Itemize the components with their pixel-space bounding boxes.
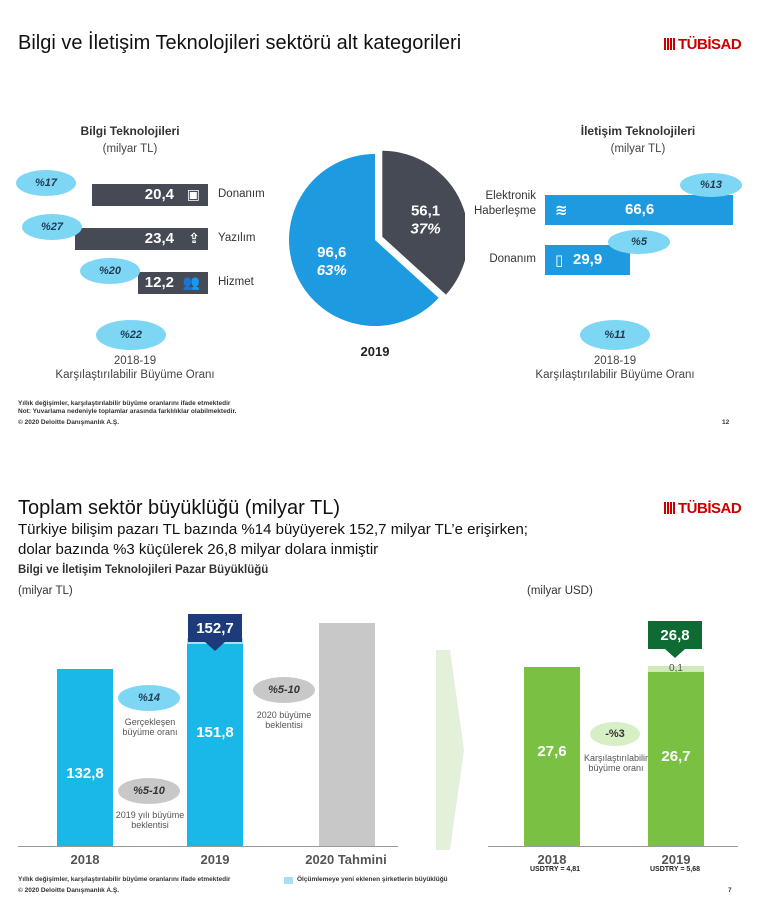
bt-bar-value: 20,4 [144,186,174,203]
usd-category-label: 2018 [537,852,567,867]
phone-icon: ▯ [555,252,564,269]
bt-category-label: Yazılım [218,232,256,244]
bt-growth-oval: %17 [16,170,76,196]
chart-title: Bilgi ve İletişim Teknolojileri Pazar Bü… [18,564,269,576]
tl-callout-arrow [205,642,225,651]
tubisad-logo: TÜBİSAD [664,36,742,53]
usd-bar-value: 26,7 [661,748,691,766]
bt-bar: 12,2 👥 [138,272,208,294]
bt-category-label: Hizmet [218,276,254,288]
growth-2020-oval: %5-10 [253,677,315,703]
left-unit: (milyar TL) [102,143,158,155]
tl-baseline [18,846,398,847]
logo-mark-icon [664,502,676,514]
slide2-subtitle-2: dolar bazında %3 küçülerek 26,8 milyar d… [18,541,379,558]
pie-value-label: 56,1 [411,203,440,220]
left-growth-caption-1: 2018-19 [113,355,157,367]
usd-bar [524,666,580,846]
usdtry-2018: USDTRY = 4,81 [530,866,580,873]
unit-usd: (milyar USD) [527,585,593,597]
usd-callout-arrow [665,649,685,658]
it-category-label: Elektronik Haberleşme [474,190,536,217]
it-bar: ≋ 66,6 [545,195,734,225]
pie-share-label: 63% [317,262,347,279]
pie-slice [289,154,439,326]
bt-growth-oval: %27 [22,214,82,240]
tl-bar-estimate [319,623,375,846]
slide2-page-number: 7 [728,887,732,894]
slide2-subtitle-1: Türkiye bilişim pazarı TL bazında %14 bü… [18,521,528,538]
chip-icon: ▣ [186,186,200,202]
usd-total-callout: 26,8 [648,621,702,649]
bt-category-label: Donanım [218,188,265,200]
growth-realized-label: Gerçekleşen büyüme oranı [122,717,178,737]
pie-value-label: 96,6 [317,244,346,261]
slide2-copyright: © 2020 Deloitte Danışmanlık A.Ş. [18,887,120,894]
tl-category-label: 2019 [200,852,230,867]
bt-bar: 23,4 ⇪ [74,228,208,250]
logo-text: TÜBİSAD [678,500,742,517]
left-growth-caption-2: Karşılaştırılabilir Büyüme Oranı [55,369,215,381]
growth-realized-oval: %14 [118,685,180,711]
it-category-label: Donanım [489,253,536,265]
growth-2019-expect-oval: %5-10 [118,778,180,804]
slide1-page-number: 12 [722,419,730,426]
download-icon: ⇪ [188,230,200,246]
logo-text: TÜBİSAD [678,36,742,53]
unit-tl: (milyar TL) [18,585,73,597]
right-unit: (milyar TL) [610,143,666,155]
right-total-growth: %11 [580,320,650,350]
tl-bar [187,644,243,846]
tl-bar-value: 132,8 [66,765,104,783]
it-bar-value: 29,9 [573,251,603,268]
tl-total-callout: 152,7 [188,614,242,642]
wifi-icon: ≋ [555,202,568,219]
legend-new-companies: Ölçümlemeye yeni eklenen şirketlerin büy… [297,876,448,883]
it-growth-oval: %5 [608,230,670,254]
growth-2020-label: 2020 büyüme beklentisi [256,710,312,730]
bt-growth-oval: %20 [80,258,140,284]
tl-bar [57,669,113,846]
slide1-note-1: Yıllık değişimler, karşılaştırılabilir b… [18,400,231,407]
usd-category-label: 2019 [661,852,691,867]
bt-bar: 20,4 ▣ [91,184,208,206]
tl-category-label: 2020 Tahmini [305,852,387,867]
left-total-growth: %22 [96,320,166,350]
slide2-title: Toplam sektör büyüklüğü (milyar TL) [18,497,340,519]
usd-growth-oval: -%3 [590,722,640,746]
chevron-arrow-icon [436,650,464,850]
slide2-note: Yıllık değişimler, karşılaştırılabilir b… [18,876,231,883]
usd-bar-new-companies [648,666,704,673]
usd-baseline [488,846,738,847]
right-header: İletişim Teknolojileri [580,124,696,138]
usdtry-2019: USDTRY = 5,68 [650,866,700,873]
growth-2019-expect-label: 2019 yılı büyüme beklentisi [115,810,185,830]
slide1-note-2: Not: Yuvarlama nedeniyle toplamlar arası… [18,408,237,415]
usd-bar [648,672,704,846]
it-growth-oval: %13 [680,173,742,197]
right-growth-caption-2: Karşılaştırılabilir Büyüme Oranı [535,369,695,381]
usd-bar-value: 27,6 [537,742,567,760]
left-header: Bilgi Teknolojileri [80,124,180,138]
people-icon: 👥 [182,274,200,290]
pie-chart: 56,137% 96,663% [289,150,465,326]
legend-swatch [284,877,293,884]
slide1-title: Bilgi ve İletişim Teknolojileri sektörü … [18,32,462,54]
usd-growth-label: Karşılaştırılabilir büyüme oranı [583,753,648,773]
pie-share-label: 37% [411,221,441,238]
tl-category-label: 2018 [70,852,100,867]
it-bar-value: 66,6 [625,201,655,218]
bt-bar-value: 23,4 [144,230,174,247]
right-growth-caption-1: 2018-19 [593,355,637,367]
logo-mark-icon [664,38,676,50]
slide1-copyright: © 2020 Deloitte Danışmanlık A.Ş. [18,419,120,426]
tl-bar-value: 151,8 [196,724,234,742]
pie-slice [382,150,465,295]
pie-year: 2019 [360,344,390,359]
bt-bar-value: 12,2 [144,274,174,291]
usd-new-value: 0,1 [669,663,683,675]
tubisad-logo-2: TÜBİSAD [664,500,742,517]
